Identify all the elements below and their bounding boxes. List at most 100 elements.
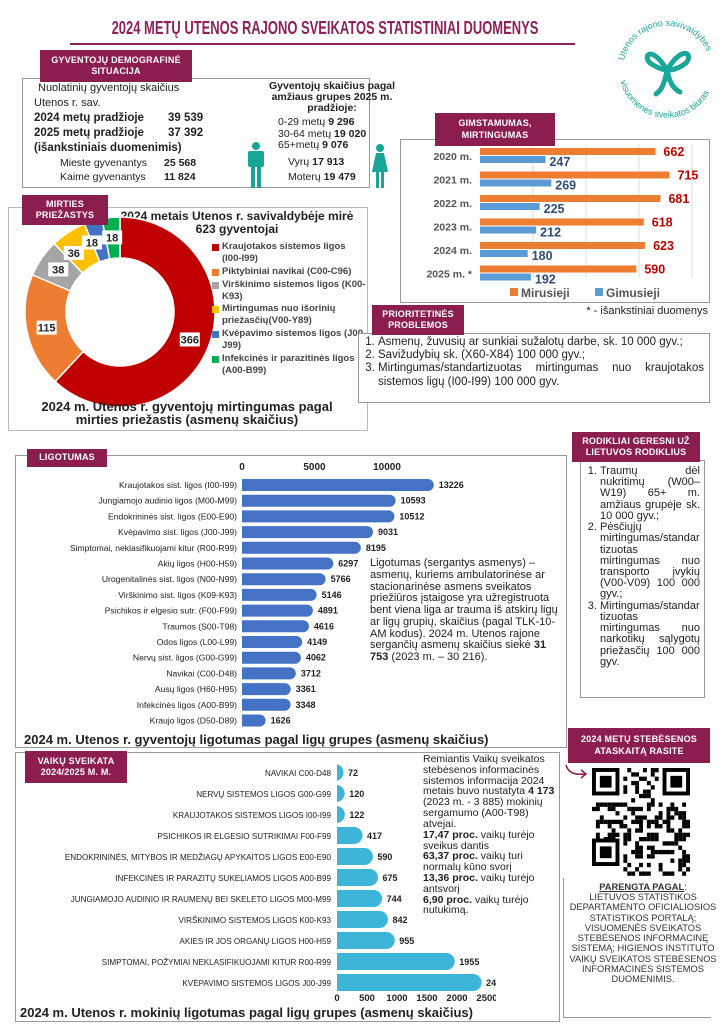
qr-module xyxy=(650,802,655,807)
rural-value: 11 824 xyxy=(164,171,196,183)
demographics-tab: GYVENTOJŲ DEMOGRAFINĖ SITUACIJA xyxy=(40,50,192,82)
category-label: Jungiamojo audinio ligos (M00-M99) xyxy=(98,496,237,506)
qr-module xyxy=(603,802,608,807)
qr-module xyxy=(631,811,636,816)
qr-module xyxy=(627,832,632,837)
data-label: 13226 xyxy=(439,480,464,490)
qr-module xyxy=(666,828,671,833)
births-bar xyxy=(480,273,531,281)
qr-module xyxy=(599,802,604,807)
qr-module xyxy=(650,798,655,803)
deaths-label: 618 xyxy=(652,216,673,230)
category-label: NERVŲ SISTEMOS LIGOS G00-G99 xyxy=(196,790,331,799)
qr-module xyxy=(607,802,612,807)
qr-module xyxy=(623,854,628,859)
death-causes-legend: Kraujotakos sistemos ligos (I00-I99) Pikt… xyxy=(212,241,367,378)
qr-module xyxy=(654,768,659,773)
qr-module xyxy=(682,871,687,876)
category-label: Navikai (C00-D48) xyxy=(166,668,237,678)
bar xyxy=(336,806,345,823)
donut-label-bg xyxy=(179,332,200,347)
legend-label: Infekcinės ir parazitinės ligos (A00-B99… xyxy=(222,352,355,376)
qr-module xyxy=(646,824,651,829)
child-stat-value: 6,90 proc. xyxy=(423,893,473,906)
better-indicator-item: Mirtingumas/standartizuotas mirtingumas … xyxy=(600,600,700,668)
bar xyxy=(336,785,345,802)
donut-data-label: 18 xyxy=(106,232,118,244)
children-stats: 17,47 proc. vaikų turėjo sveikus dantis 6… xyxy=(423,828,563,917)
child-stat-value: 63,37 proc. xyxy=(423,850,478,863)
legend-item: Piktybiniai navikai (C00-C96) xyxy=(212,266,367,278)
legend-swatch xyxy=(212,355,219,363)
child-stat: 13,36 proc. vaikų turėjo antsvorį xyxy=(423,873,563,895)
bar xyxy=(242,541,361,554)
qr-module xyxy=(639,836,643,842)
bar xyxy=(337,890,383,907)
qr-module xyxy=(623,836,628,842)
qr-module xyxy=(595,832,600,837)
data-label: 122 xyxy=(349,810,364,820)
legend-swatch xyxy=(510,288,518,296)
child-stat-text: vaikų turi normalų kūno svorį xyxy=(423,850,523,874)
data-label: 2402 xyxy=(486,978,496,988)
age-groups-title: Gyventojų skaičius pagal amžiaus grupes … xyxy=(268,80,396,115)
qr-module xyxy=(654,824,659,829)
qr-module xyxy=(674,841,679,846)
child-stat-text: vaikų turėjo sveikus dantis xyxy=(423,828,535,852)
legend-swatch xyxy=(212,306,219,314)
x-tick-label: 1000 xyxy=(386,993,407,1004)
legend-label: Kraujotakos sistemos ligos (I00-I99) xyxy=(222,241,346,264)
qr-module xyxy=(666,824,671,829)
priority-item: Mirtingumas/standartizuotas mirtingumas … xyxy=(378,362,704,388)
category-label: Simptomai, neklasifikuojami kitur (R00-R… xyxy=(70,543,237,553)
qr-module xyxy=(674,806,679,812)
legend-swatch xyxy=(212,268,219,276)
qr-module xyxy=(631,772,636,777)
qr-module xyxy=(646,845,651,850)
children-caption: 2024 m. Utenos r. mokinių ligotumas paga… xyxy=(20,1005,473,1020)
pop-2024-label: 2024 metų pradžioje xyxy=(34,112,144,124)
year-label: 2025 m. * xyxy=(426,269,472,281)
donut-data-label: 366 xyxy=(181,334,199,346)
births-label: 212 xyxy=(540,226,561,240)
children-description: Remiantis Vaikų sveikatos stebėsenos inf… xyxy=(423,754,563,916)
bar xyxy=(242,698,291,711)
category-label: Urogenitalinės sist. ligos (N00-N99) xyxy=(102,574,237,584)
morbidity-total: 31 753 xyxy=(370,639,547,664)
data-label: 9031 xyxy=(378,527,398,537)
category-label: Psichikos ir elgesio sutr. (F00-F99) xyxy=(105,606,237,616)
morbidity-box xyxy=(15,455,567,748)
x-tick-label: 2500 xyxy=(476,993,496,1004)
qr-module xyxy=(592,806,596,812)
qr-module xyxy=(670,802,675,807)
qr-code[interactable] xyxy=(592,768,690,876)
legend-label: Virškinimo sistemos ligos (K00-K93) xyxy=(222,278,366,302)
qr-module xyxy=(686,867,690,872)
qr-module xyxy=(639,862,643,868)
deaths-bar xyxy=(480,171,670,179)
qr-module xyxy=(682,849,687,855)
data-label: 72 xyxy=(348,768,358,778)
sources-box xyxy=(563,878,711,1018)
death-causes-donut: 366 115 38 36 18 18 xyxy=(24,216,216,408)
men-count: Vyrų 17 913 xyxy=(288,156,344,168)
category-label: Ausų ligos (H60-H95) xyxy=(155,684,237,694)
deaths-label: 662 xyxy=(663,145,684,159)
death-chart-title: 2024 metais Utenos r. savivaldybėje mirė… xyxy=(120,209,354,236)
data-label: 10512 xyxy=(399,511,424,521)
bar xyxy=(337,848,373,865)
urban-label: Mieste gyvenantys xyxy=(60,157,147,169)
category-label: JUNGIAMOJO AUDINIO IR RAUMENŲ BEI SKELET… xyxy=(71,895,332,904)
qr-module xyxy=(642,836,647,842)
data-label: 3361 xyxy=(296,684,316,694)
bar xyxy=(242,604,313,617)
deaths-bar xyxy=(480,218,644,226)
page-title: 2024 METŲ UTENOS RAJONO SVEIKATOS STATIS… xyxy=(111,18,539,38)
qr-module xyxy=(678,867,683,872)
qr-finder-core xyxy=(670,775,683,788)
donut-label-bg xyxy=(48,262,69,277)
donut-data-label: 18 xyxy=(86,237,98,249)
category-label: Virškinimo sist. ligos (K09-K93) xyxy=(118,590,237,600)
qr-module xyxy=(654,815,659,820)
child-stat: 17,47 proc. vaikų turėjo sveikus dantis xyxy=(423,828,563,852)
